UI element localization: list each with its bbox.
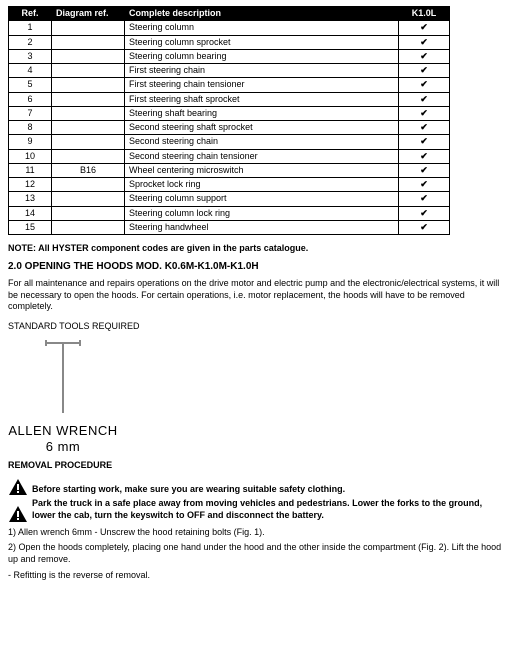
cell-diag [52,35,125,49]
cell-ref: 3 [9,49,52,63]
cell-ref: 5 [9,78,52,92]
cell-ref: 4 [9,64,52,78]
cell-check: ✔ [399,121,450,135]
cell-diag [52,206,125,220]
step-2: 2) Open the hoods completely, placing on… [8,542,502,565]
cell-desc: First steering chain [125,64,399,78]
cell-check: ✔ [399,149,450,163]
cell-diag: B16 [52,163,125,177]
cell-diag [52,92,125,106]
cell-diag [52,178,125,192]
cell-ref: 1 [9,21,52,35]
cell-desc: Sprocket lock ring [125,178,399,192]
note-line: NOTE: All HYSTER component codes are giv… [8,243,502,253]
cell-desc: Steering column bearing [125,49,399,63]
section-heading: 2.0 OPENING THE HOODS MOD. K0.6M-K1.0M-K… [8,261,502,272]
cell-desc: Steering column [125,21,399,35]
table-row: 7 Steering shaft bearing✔ [9,106,450,120]
table-row: 12 Sprocket lock ring✔ [9,178,450,192]
cell-ref: 2 [9,35,52,49]
allen-wrench-icon [38,337,88,421]
tools-label: STANDARD TOOLS REQUIRED [8,321,502,331]
cell-diag [52,106,125,120]
removal-heading: REMOVAL PROCEDURE [8,460,502,470]
cell-check: ✔ [399,220,450,234]
col-ref: Ref. [9,7,52,21]
cell-diag [52,78,125,92]
cell-ref: 12 [9,178,52,192]
table-row: 8 Second steering shaft sprocket✔ [9,121,450,135]
col-desc: Complete description [125,7,399,21]
cell-ref: 15 [9,220,52,234]
warning-2: Park the truck in a safe place away from… [8,498,502,522]
cell-check: ✔ [399,64,450,78]
cell-diag [52,149,125,163]
cell-desc: First steering chain tensioner [125,78,399,92]
cell-diag [52,64,125,78]
cell-desc: Steering column lock ring [125,206,399,220]
intro-paragraph: For all maintenance and repairs operatio… [8,278,502,313]
table-row: 5 First steering chain tensioner✔ [9,78,450,92]
cell-check: ✔ [399,178,450,192]
cell-check: ✔ [399,163,450,177]
cell-desc: Steering column support [125,192,399,206]
table-row: 15 Steering handwheel✔ [9,220,450,234]
cell-diag [52,135,125,149]
cell-desc: Second steering chain tensioner [125,149,399,163]
cell-desc: Second steering shaft sprocket [125,121,399,135]
cell-check: ✔ [399,35,450,49]
cell-check: ✔ [399,135,450,149]
table-row: 13 Steering column support✔ [9,192,450,206]
warning-icon [8,478,28,496]
cell-ref: 9 [9,135,52,149]
table-row: 10 Second steering chain tensioner✔ [9,149,450,163]
table-row: 11B16Wheel centering microswitch✔ [9,163,450,177]
warning-icon [8,505,28,523]
cell-ref: 6 [9,92,52,106]
cell-check: ✔ [399,206,450,220]
cell-check: ✔ [399,49,450,63]
cell-ref: 8 [9,121,52,135]
cell-ref: 10 [9,149,52,163]
warning-2-text: Park the truck in a safe place away from… [32,498,502,522]
wrench-caption-2: 6 mm [46,439,81,454]
cell-ref: 11 [9,163,52,177]
warning-1: Before starting work, make sure you are … [8,478,502,496]
allen-wrench-figure: ALLEN WRENCH 6 mm [8,337,118,454]
cell-desc: Wheel centering microswitch [125,163,399,177]
cell-check: ✔ [399,192,450,206]
cell-check: ✔ [399,21,450,35]
step-3: - Refitting is the reverse of removal. [8,570,502,582]
wrench-caption-1: ALLEN WRENCH [8,423,117,438]
cell-desc: Steering column sprocket [125,35,399,49]
table-row: 14 Steering column lock ring✔ [9,206,450,220]
warning-1-text: Before starting work, make sure you are … [32,484,345,497]
col-k: K1.0L [399,7,450,21]
cell-desc: Steering handwheel [125,220,399,234]
cell-ref: 13 [9,192,52,206]
cell-diag [52,220,125,234]
table-row: 1 Steering column✔ [9,21,450,35]
cell-diag [52,49,125,63]
cell-ref: 14 [9,206,52,220]
cell-ref: 7 [9,106,52,120]
cell-desc: Steering shaft bearing [125,106,399,120]
cell-desc: Second steering chain [125,135,399,149]
col-diag: Diagram ref. [52,7,125,21]
cell-check: ✔ [399,78,450,92]
cell-diag [52,21,125,35]
table-row: 2 Steering column sprocket✔ [9,35,450,49]
cell-diag [52,121,125,135]
table-row: 9 Second steering chain✔ [9,135,450,149]
step-1: 1) Allen wrench 6mm - Unscrew the hood r… [8,527,502,539]
cell-check: ✔ [399,106,450,120]
cell-check: ✔ [399,92,450,106]
parts-table: Ref. Diagram ref. Complete description K… [8,6,450,235]
table-row: 6 First steering shaft sprocket✔ [9,92,450,106]
table-row: 3 Steering column bearing✔ [9,49,450,63]
cell-diag [52,192,125,206]
table-row: 4 First steering chain✔ [9,64,450,78]
cell-desc: First steering shaft sprocket [125,92,399,106]
